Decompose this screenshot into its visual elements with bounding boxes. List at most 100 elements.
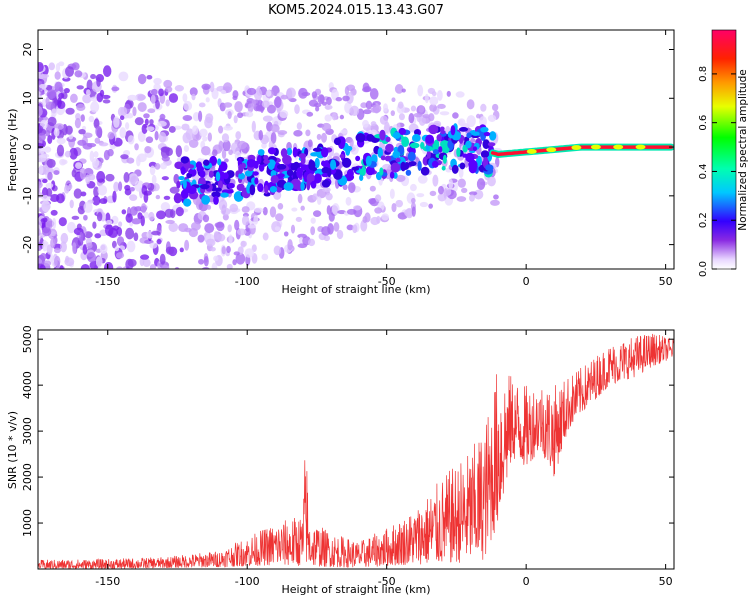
- spectrogram-cell: [165, 99, 170, 107]
- spectrogram-y-tick-label: -10: [21, 187, 34, 205]
- spectrogram-cell: [382, 163, 392, 171]
- spectrogram-cell: [466, 132, 472, 139]
- spectrogram-cell: [409, 183, 417, 192]
- spectrogram-cell: [276, 163, 287, 170]
- spectrogram-cell: [46, 89, 57, 99]
- spectrogram-cell: [146, 126, 155, 132]
- spectrogram-cell: [234, 219, 240, 231]
- spectrogram-y-tick-label: -20: [21, 236, 34, 254]
- spectrogram-cell: [42, 178, 48, 184]
- spectrogram-cell: [385, 136, 391, 143]
- spectrogram-cell: [202, 214, 210, 223]
- spectrogram-cell: [143, 113, 150, 119]
- spectrogram-cell: [372, 104, 382, 114]
- spectrogram-cell: [135, 93, 146, 102]
- spectrogram-cell: [123, 172, 130, 183]
- spectrogram-cell: [439, 126, 445, 131]
- spectrogram-cell: [438, 146, 443, 153]
- spectrogram-cell: [257, 149, 265, 156]
- spectrogram-cell: [269, 186, 278, 193]
- spectrogram-cell: [38, 132, 46, 142]
- spectrogram-cell: [428, 124, 439, 135]
- spectrogram-cell: [41, 227, 52, 237]
- spectrogram-cell: [76, 103, 86, 112]
- spectrogram-cell: [178, 223, 189, 233]
- spectrogram-cell: [635, 144, 646, 150]
- spectrogram-cell: [179, 247, 184, 253]
- spectrogram-cell: [395, 174, 406, 182]
- spectrogram-cell: [75, 162, 83, 170]
- spectrogram-cell: [195, 161, 203, 169]
- spectrogram-cell: [418, 105, 425, 113]
- spectrogram-cell: [398, 113, 405, 121]
- spectrogram-cell: [240, 240, 247, 247]
- spectrogram-cell: [149, 242, 158, 249]
- spectrogram-cell: [440, 130, 446, 135]
- spectrogram-cell: [46, 273, 51, 284]
- spectrogram-x-ticks: -150 -100 -50 0 50: [95, 30, 673, 288]
- spectrogram-cell: [296, 167, 303, 179]
- spectrogram-cell: [368, 198, 377, 205]
- spectrogram-cell: [88, 115, 95, 123]
- spectrogram-cell: [169, 186, 180, 194]
- spectrogram-cell: [321, 160, 326, 167]
- spectrogram-cell: [277, 203, 284, 210]
- spectrogram-cell: [42, 217, 48, 223]
- spectrogram-cell: [56, 137, 66, 145]
- spectrogram-cell: [153, 77, 162, 85]
- spectrogram-cell: [380, 155, 386, 161]
- spectrogram-cell: [369, 88, 379, 100]
- spectrogram-cell: [362, 119, 369, 128]
- spectrogram-cell: [182, 115, 193, 121]
- spectrogram-cell: [38, 105, 43, 117]
- spectrogram-cell: [158, 131, 167, 143]
- spectrogram-cell: [148, 211, 155, 221]
- spectrogram-cell: [220, 192, 229, 198]
- spectrogram-cell: [235, 131, 242, 140]
- spectrogram-cell: [401, 136, 410, 148]
- spectrogram-cell: [377, 147, 383, 159]
- spectrogram-cell: [458, 126, 469, 132]
- spectrogram-cell: [308, 99, 319, 107]
- spectrogram-cell: [492, 103, 499, 112]
- spectrogram-cell: [223, 125, 233, 131]
- spectrogram-cell: [222, 213, 229, 221]
- spectrogram-cell: [526, 149, 537, 154]
- spectrogram-cell: [168, 126, 176, 133]
- spectrogram-cell: [206, 204, 212, 210]
- spectrogram-cell: [307, 238, 316, 247]
- spectrogram-cell: [226, 245, 231, 254]
- spectrogram-cell: [58, 61, 65, 67]
- spectrogram-cell: [273, 245, 282, 256]
- spectrogram-cell: [48, 62, 55, 71]
- spectrogram-cell: [277, 173, 285, 178]
- spectrogram-cell: [286, 147, 293, 156]
- colorbar-tick-label: 0.2: [698, 212, 709, 228]
- spectrogram-cell: [39, 83, 48, 89]
- spectrogram-cell: [246, 159, 256, 168]
- colorbar: 0.0 0.2 0.4 0.6 0.8 Normalized spectral ampl…: [698, 29, 749, 277]
- spectrogram-cell: [144, 283, 150, 288]
- spectrogram-cell: [352, 224, 358, 234]
- spectrogram-cell: [389, 171, 395, 179]
- spectrogram-cell: [366, 133, 375, 142]
- spectrogram-cell: [321, 173, 329, 178]
- spectrogram-cell: [101, 94, 111, 99]
- spectrogram-cell: [233, 251, 240, 256]
- spectrogram-cell: [155, 271, 163, 275]
- spectrogram-cell: [218, 140, 224, 151]
- spectrogram-cell: [395, 199, 404, 208]
- snr-frame: [37, 329, 675, 570]
- spectrogram-cell: [188, 139, 199, 148]
- spectrogram-cell: [96, 92, 104, 103]
- spectrogram-cell: [149, 119, 154, 125]
- spectrogram-cell: [46, 158, 56, 168]
- spectrogram-cell: [226, 263, 233, 269]
- spectrogram-cell: [80, 263, 90, 269]
- spectrogram-cell: [485, 164, 494, 172]
- spectrogram-cell: [161, 264, 170, 269]
- spectrogram-cell: [241, 215, 250, 226]
- spectrogram-cell: [362, 86, 371, 93]
- spectrogram-cell: [228, 149, 233, 156]
- spectrogram-cell: [129, 194, 138, 202]
